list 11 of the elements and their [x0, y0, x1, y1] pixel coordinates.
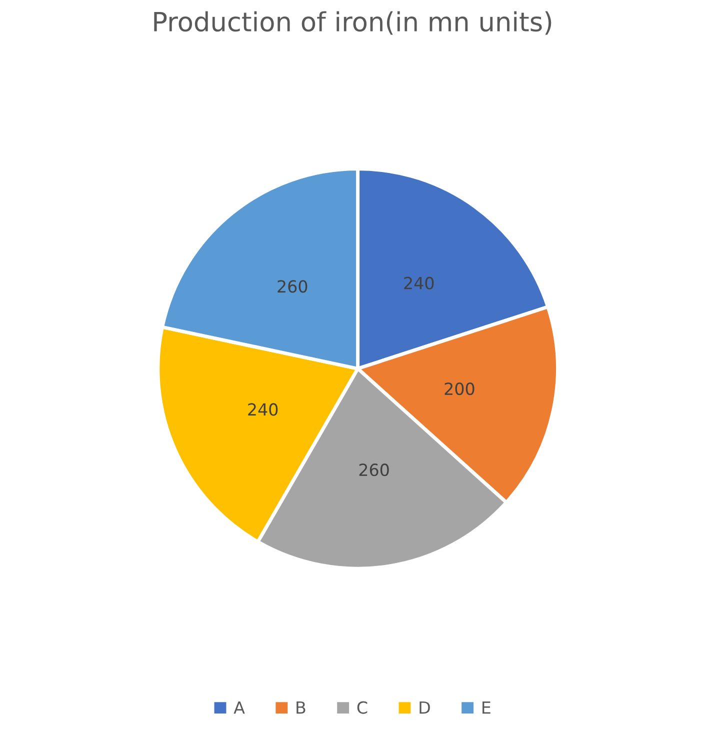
legend-label: A — [234, 701, 245, 714]
legend-label: B — [296, 701, 306, 714]
chart-title: Production of iron(in mn units) — [154, 11, 552, 35]
data-label: 200 — [444, 382, 474, 396]
legend-label: E — [482, 701, 490, 714]
data-label: 260 — [278, 280, 308, 293]
legend-label: D — [420, 701, 430, 714]
data-label: 240 — [404, 276, 434, 290]
data-label: 240 — [248, 403, 278, 416]
legend-label: C — [357, 701, 368, 714]
data-label: 260 — [359, 464, 389, 476]
